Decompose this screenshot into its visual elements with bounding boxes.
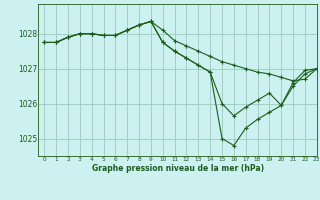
X-axis label: Graphe pression niveau de la mer (hPa): Graphe pression niveau de la mer (hPa)	[92, 164, 264, 173]
